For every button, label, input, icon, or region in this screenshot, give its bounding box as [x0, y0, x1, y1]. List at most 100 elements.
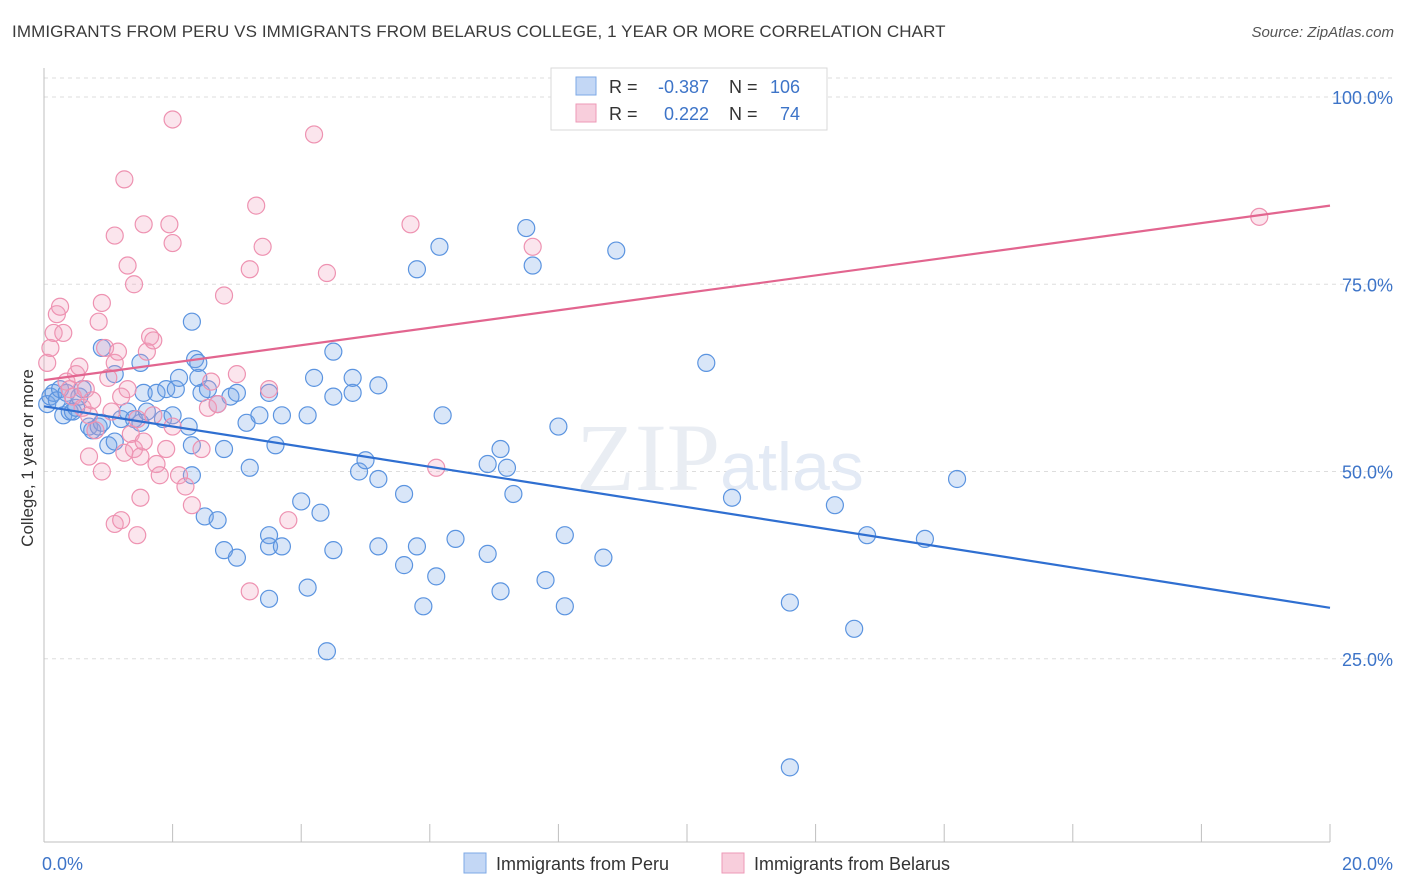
peru-point: [394, 556, 414, 575]
peru-point: [697, 353, 716, 372]
belarus-point: [279, 511, 298, 530]
peru-point: [369, 469, 388, 489]
legend-peru-swatch: [575, 76, 597, 96]
peru-point: [208, 511, 227, 530]
belarus-point: [131, 488, 150, 507]
belarus-point: [144, 406, 163, 425]
legend-belarus-swatch: [575, 103, 597, 123]
belarus-point: [118, 380, 137, 399]
belarus-point: [79, 447, 99, 466]
peru-point: [272, 406, 292, 425]
axes: [43, 68, 1331, 843]
belarus-point: [253, 237, 272, 256]
y-tick-label-75: 75.0%: [1342, 275, 1393, 295]
peru-point: [343, 383, 362, 402]
peru-point: [343, 368, 362, 387]
belarus-point: [89, 312, 108, 331]
belarus-point: [124, 439, 144, 459]
series-peru-points: [38, 218, 967, 777]
belarus-point: [128, 526, 147, 545]
peru-point: [266, 436, 285, 455]
peru-point: [722, 488, 742, 507]
belarus-point: [112, 511, 131, 530]
legend-belarus-n-label: N =: [729, 104, 758, 124]
peru-point: [349, 462, 369, 481]
peru-point: [523, 256, 542, 275]
belarus-point: [523, 237, 542, 256]
legend-belarus-r-label: R =: [609, 104, 638, 124]
belarus-point: [259, 380, 279, 399]
belarus-point: [227, 365, 246, 384]
belarus-point: [198, 398, 218, 417]
belarus-point: [163, 110, 182, 129]
watermark-atlas: atlas: [720, 429, 864, 505]
peru-point: [298, 578, 317, 597]
peru-point: [491, 582, 510, 601]
peru-point: [430, 237, 449, 256]
y-tick-label-25: 25.0%: [1342, 650, 1393, 670]
belarus-point: [54, 323, 73, 343]
belarus-point: [182, 496, 201, 515]
x-tick-label-max: 20.0%: [1342, 854, 1393, 874]
belarus-point: [112, 387, 131, 406]
belarus-point: [169, 466, 189, 485]
peru-point: [369, 376, 388, 395]
belarus-point: [86, 421, 105, 440]
correlation-legend: R = -0.387 N = 106 R = 0.222 N = 74: [550, 67, 828, 131]
legend-peru-n-value: 106: [770, 77, 800, 97]
peru-point: [607, 241, 626, 260]
series-belarus-points: [38, 110, 1269, 601]
peru-point: [555, 526, 574, 545]
belarus-point: [137, 342, 156, 361]
belarus-trend-line: [43, 204, 1331, 382]
belarus-point: [150, 466, 169, 485]
grid: [44, 77, 1394, 660]
peru-point: [825, 496, 844, 515]
peru-point: [182, 312, 201, 331]
peru-point: [240, 458, 259, 477]
peru-point: [947, 469, 967, 489]
peru-point: [845, 619, 864, 638]
belarus-point: [108, 342, 128, 361]
watermark: ZIPatlas: [576, 404, 864, 511]
peru-point: [433, 406, 452, 425]
belarus-point: [41, 338, 60, 358]
peru-point: [214, 439, 234, 459]
belarus-point: [247, 196, 266, 215]
peru-point: [356, 451, 375, 470]
legend-peru-r-value: -0.387: [658, 77, 709, 97]
peru-point: [536, 571, 555, 590]
belarus-point: [99, 368, 118, 387]
belarus-point: [131, 447, 150, 466]
belarus-point: [76, 380, 95, 399]
peru-point: [478, 544, 497, 563]
peru-point: [298, 406, 317, 425]
bottom-legend-belarus-label: Immigrants from Belarus: [754, 854, 950, 874]
belarus-point: [134, 215, 153, 234]
peru-point: [317, 642, 337, 661]
belarus-point: [144, 331, 163, 350]
peru-point: [166, 380, 185, 399]
belarus-point: [134, 432, 153, 451]
belarus-point: [38, 353, 57, 372]
belarus-point: [304, 125, 324, 144]
peru-point: [324, 387, 343, 406]
belarus-point: [118, 256, 137, 275]
trend-lines: [43, 204, 1331, 609]
belarus-point: [83, 391, 102, 410]
peru-point: [369, 537, 388, 556]
bottom-legend-peru-swatch: [463, 852, 487, 874]
peru-point: [491, 439, 510, 459]
peru-point: [549, 417, 568, 436]
peru-point: [189, 353, 208, 372]
belarus-point: [92, 293, 111, 313]
y-tick-label-100: 100.0%: [1332, 88, 1393, 108]
peru-point: [394, 484, 414, 504]
belarus-point: [176, 477, 195, 496]
belarus-point: [92, 462, 111, 481]
legend-belarus-n-value: 74: [780, 104, 800, 124]
belarus-point: [147, 454, 166, 474]
peru-point: [147, 383, 166, 402]
peru-point: [182, 436, 201, 455]
peru-point: [227, 383, 246, 402]
